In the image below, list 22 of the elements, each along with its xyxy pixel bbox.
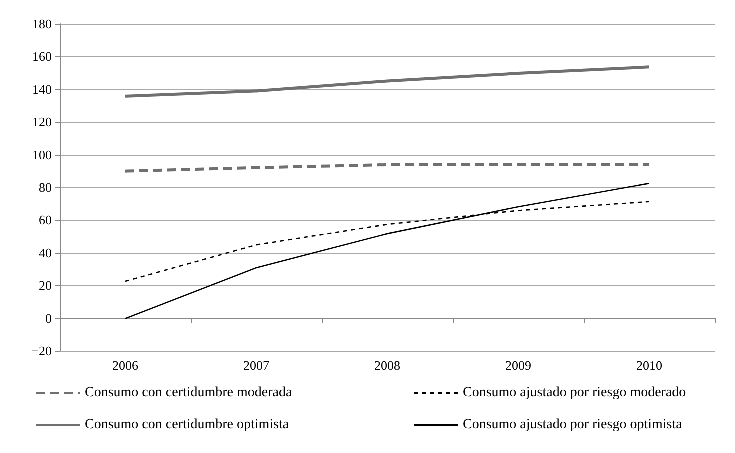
x-tick-label: 2008 bbox=[374, 358, 400, 373]
y-tick-label: 180 bbox=[32, 16, 52, 32]
line-series bbox=[124, 182, 650, 320]
y-tick-label: 20 bbox=[39, 278, 52, 294]
y-tick-label: 40 bbox=[39, 245, 52, 260]
y-tick-label: 120 bbox=[32, 114, 52, 130]
y-tick-label: −20 bbox=[32, 344, 52, 358]
x-tick-label: 2007 bbox=[244, 358, 270, 373]
legend-label: Consumo ajustado por riesgo optimista bbox=[463, 418, 684, 432]
x-tick-label: 2009 bbox=[506, 358, 532, 373]
y-tick-label: 80 bbox=[39, 180, 52, 195]
y-tick-label: 0 bbox=[46, 310, 52, 326]
x-tick-label: 2006 bbox=[112, 358, 139, 373]
legend-label: Consumo con certidumbre moderada bbox=[85, 386, 294, 400]
y-tick-label: 160 bbox=[32, 49, 52, 64]
legend-label: Consumo ajustado por riesgo moderado bbox=[463, 386, 686, 400]
line-series bbox=[124, 66, 651, 98]
legend-label: Consumo con certidumbre optimista bbox=[85, 418, 290, 432]
y-tick-label: 140 bbox=[32, 82, 52, 97]
x-tick-label: 2010 bbox=[636, 358, 662, 373]
y-tick-label: 100 bbox=[32, 147, 52, 162]
y-tick-label: 60 bbox=[39, 212, 52, 228]
